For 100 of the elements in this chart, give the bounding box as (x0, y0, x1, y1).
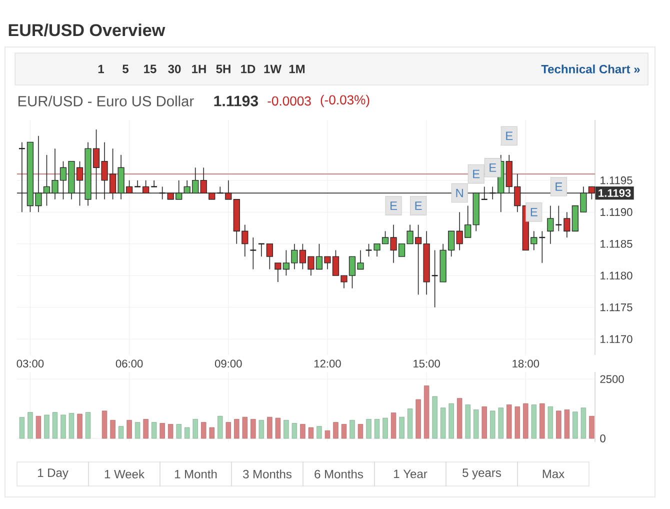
bar (151, 422, 157, 439)
y-tick-label: 1.1175 (600, 304, 632, 312)
bar (218, 416, 223, 439)
bar (44, 414, 50, 439)
bar (333, 422, 338, 439)
y-tick-label: 1.1185 (600, 240, 632, 248)
bar (19, 417, 25, 439)
bar (110, 420, 116, 439)
bar (234, 419, 240, 439)
bar (192, 419, 198, 439)
bar (168, 424, 174, 439)
bar (448, 403, 454, 439)
bar (366, 419, 372, 439)
x-tick-label: 06:00 (116, 360, 143, 368)
candlestick (134, 180, 142, 188)
candlestick (274, 262, 282, 282)
bar (68, 413, 74, 439)
text: 15 (144, 64, 156, 74)
bar (390, 412, 396, 439)
candlestick (555, 205, 562, 232)
bar (456, 398, 462, 439)
bar (523, 403, 528, 439)
text: -0.0003 (268, 96, 311, 106)
bar (407, 408, 413, 439)
bar (284, 420, 289, 439)
bar (490, 410, 496, 439)
chart-subtitle: EUR/USD - Euro US Dollar (18, 96, 194, 106)
x-tick-label: 18:00 (512, 360, 540, 368)
bar (531, 404, 537, 439)
bar (564, 410, 570, 439)
bar (226, 422, 231, 439)
bar (465, 404, 470, 439)
candlestick (225, 180, 232, 200)
bar (85, 412, 91, 439)
text: 6 Months (314, 470, 363, 478)
bar (482, 406, 487, 439)
bar (160, 423, 165, 439)
text: 1M (289, 64, 305, 74)
y-tick-label: 1.1170 (600, 335, 632, 344)
text: 1 Year (394, 470, 428, 478)
bar (382, 418, 388, 439)
bar (143, 419, 148, 439)
bar (52, 412, 58, 439)
bar (324, 430, 330, 439)
bar (77, 414, 82, 439)
y-tick-label: 2500 (600, 375, 624, 384)
bar (308, 427, 314, 439)
text: 1 (98, 64, 104, 74)
bar (316, 426, 322, 439)
bar (374, 419, 380, 439)
bar (498, 408, 504, 439)
bar (267, 416, 272, 439)
candlestick (365, 243, 372, 257)
text: 1 Week (104, 470, 145, 478)
bar (184, 427, 190, 439)
bar (474, 410, 479, 439)
annotation: N (456, 188, 463, 198)
y-tick-label: 1.1180 (600, 272, 632, 280)
bar (540, 403, 545, 439)
x-tick-label: 09:00 (214, 360, 242, 368)
ref-line-label: 1.1193 (598, 189, 631, 197)
text: 1H (192, 64, 206, 74)
text: 1D (241, 64, 256, 74)
bar (118, 426, 124, 439)
text: 30 (168, 64, 181, 74)
bar (416, 399, 421, 439)
annotation: E (530, 208, 538, 216)
bar (548, 406, 554, 439)
text: (-0.03%) (320, 94, 370, 108)
text: 5 (122, 64, 129, 74)
bar (506, 404, 512, 439)
text: 1W (264, 64, 282, 74)
bar (424, 386, 430, 439)
candlestick (142, 180, 150, 194)
text: 1 Month (175, 470, 217, 478)
bar (300, 424, 306, 439)
bar (580, 408, 586, 439)
bar (589, 416, 594, 439)
candlestick (564, 212, 570, 238)
y-tick-label: 1.1190 (600, 208, 632, 216)
candlestick (258, 243, 265, 257)
candlestick (266, 243, 273, 270)
bar (350, 420, 355, 439)
bar (28, 412, 33, 439)
bar (358, 424, 364, 439)
bar (60, 414, 66, 439)
bar (292, 423, 298, 439)
bar (209, 427, 214, 439)
bar (258, 420, 264, 439)
annotation: E (415, 202, 422, 210)
candlestick (150, 180, 158, 188)
annotation: E (556, 182, 562, 191)
bar (572, 412, 578, 439)
text: Technical Chart » (541, 64, 640, 74)
bar (176, 424, 182, 439)
annotation: E (490, 163, 496, 172)
text: 5H (216, 64, 230, 74)
bar (134, 422, 140, 439)
candlestick (250, 237, 257, 270)
x-tick-label: 12:00 (314, 360, 341, 368)
